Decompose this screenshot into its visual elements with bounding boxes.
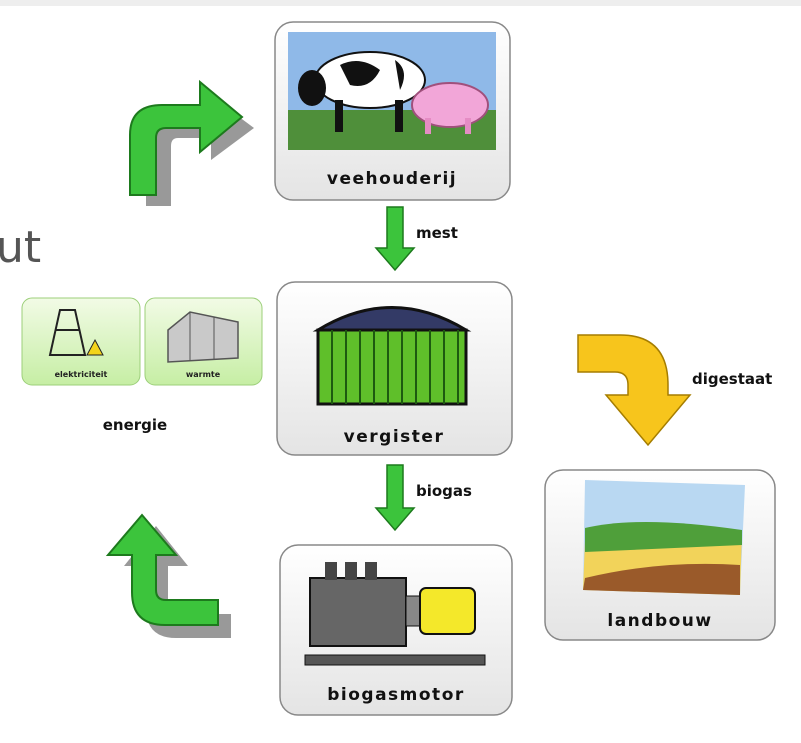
edge-biogas: biogas (374, 464, 472, 532)
energy-item: warmte (186, 370, 221, 379)
fragment-text: ut (0, 222, 41, 273)
return-arrow-top (129, 79, 254, 206)
energy-item: elektriciteit (55, 370, 108, 379)
node-landbouw: landbouw (544, 469, 776, 641)
edge-label: mest (416, 224, 458, 242)
energy-label: energie (103, 416, 167, 434)
node-label: vergister (344, 427, 445, 447)
edge-digestaat: digestaat (577, 334, 772, 447)
return-arrow-bottom (105, 513, 231, 638)
edge-label: digestaat (692, 370, 772, 388)
edge-label: biogas (416, 482, 472, 500)
node-biogasmotor: biogasmotor (279, 544, 513, 716)
edge-mest: mest (374, 206, 458, 272)
node-label: biogasmotor (327, 685, 465, 705)
node-veehouderij: veehouderij (274, 21, 511, 201)
energy-group: elektriciteit warmte energie (21, 297, 263, 434)
node-label: landbouw (607, 611, 712, 631)
node-vergister: vergister (276, 281, 513, 456)
node-label: veehouderij (327, 169, 457, 189)
top-edge (0, 0, 801, 6)
